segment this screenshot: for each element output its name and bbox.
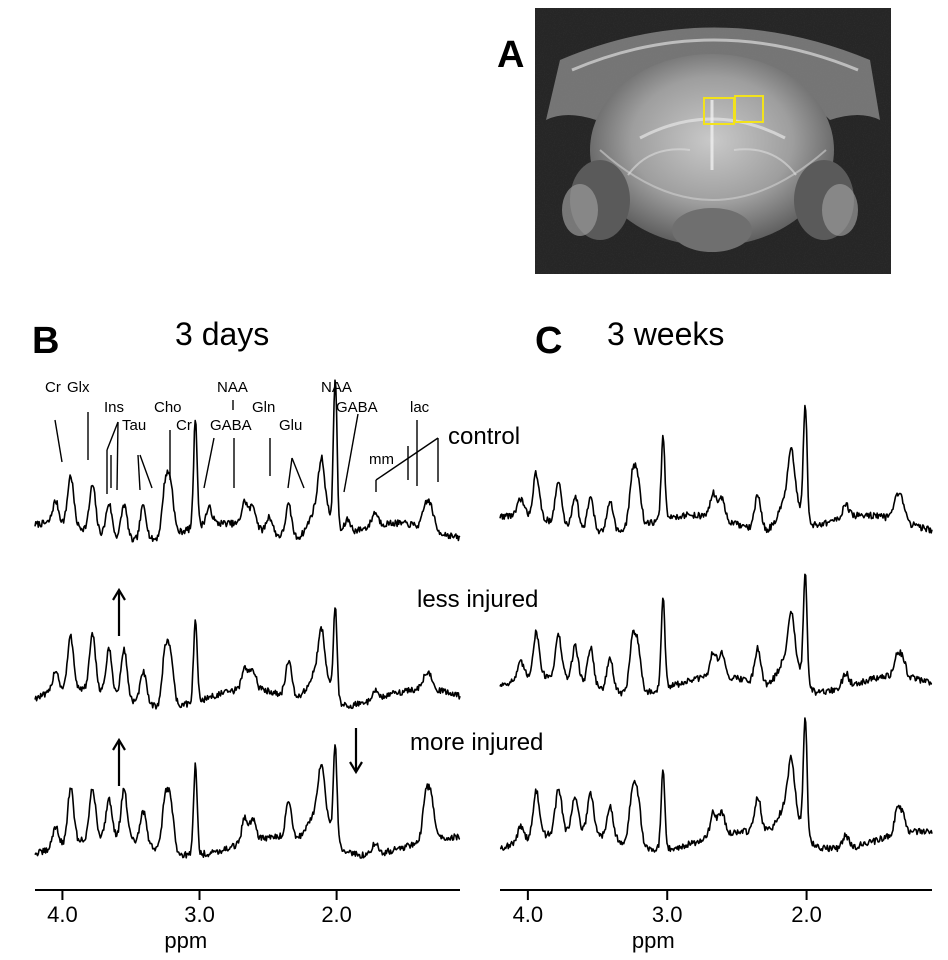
leader-line [139,454,153,489]
panel-a-letter: A [497,34,525,76]
spectrum-c-more-injured [499,717,933,853]
peak-label-tau: Tau [122,417,146,434]
peak-label-naa: NAA [217,379,248,396]
peak-label-gaba: GABA [210,417,252,434]
panel-c-title: 3 weeks [607,316,725,352]
panel-c-letter: C [535,320,563,362]
arrow-up-icon [112,587,126,636]
peak-label-gln: Gln [252,399,275,416]
arrow-up-icon [112,737,126,786]
peak-label-naa: NAA [321,379,352,396]
peak-label-glx: Glx [67,379,90,396]
spectrum-b-less-injured [34,607,461,710]
leader-line [203,437,215,489]
leader-line [106,421,119,451]
row-label-more-injured: more injured [410,729,543,756]
peak-label-lac: lac [410,399,430,416]
arrow-head [112,737,126,751]
x-axis-label-c: ppm [632,928,675,953]
peak-label-mm: mm [369,451,394,468]
x-tick-label-c: 4.0 [513,902,544,927]
mri-brain-image [535,8,891,274]
leader-line [375,437,439,481]
spectrum-c-less-injured [499,573,933,697]
leader-line [137,454,141,491]
leader-line [343,413,359,493]
x-tick-label-b: 3.0 [184,902,215,927]
arrow-head [349,761,363,775]
leader-line [116,421,119,491]
row-label-control: control [448,423,520,450]
arrow-down-icon [349,728,363,775]
row-label-less-injured: less injured [417,586,538,613]
peak-label-gaba: GABA [336,399,378,416]
peak-label-ins: Ins [104,399,124,416]
panel-b-letter: B [32,320,60,362]
peak-label-glu: Glu [279,417,302,434]
leader-line [291,457,305,489]
leader-line [287,457,293,489]
x-tick-label-b: 4.0 [47,902,78,927]
x-tick-label-b: 2.0 [321,902,352,927]
arrow-head [112,587,126,601]
spectrum-b-control [34,379,461,543]
panel-b-title: 3 days [175,316,270,352]
peak-label-cr: Cr [176,417,192,434]
x-tick-label-c: 3.0 [652,902,683,927]
spectrum-c-control [499,404,933,535]
roi-boxes [703,95,764,125]
peak-label-cho: Cho [154,399,182,416]
spectrum-b-more-injured [34,744,461,859]
x-axis-label-b: ppm [164,928,207,953]
x-tick-label-c: 2.0 [791,902,822,927]
peak-label-cr: Cr [45,379,61,396]
roi-box-right [734,95,764,123]
leader-line [54,419,63,463]
